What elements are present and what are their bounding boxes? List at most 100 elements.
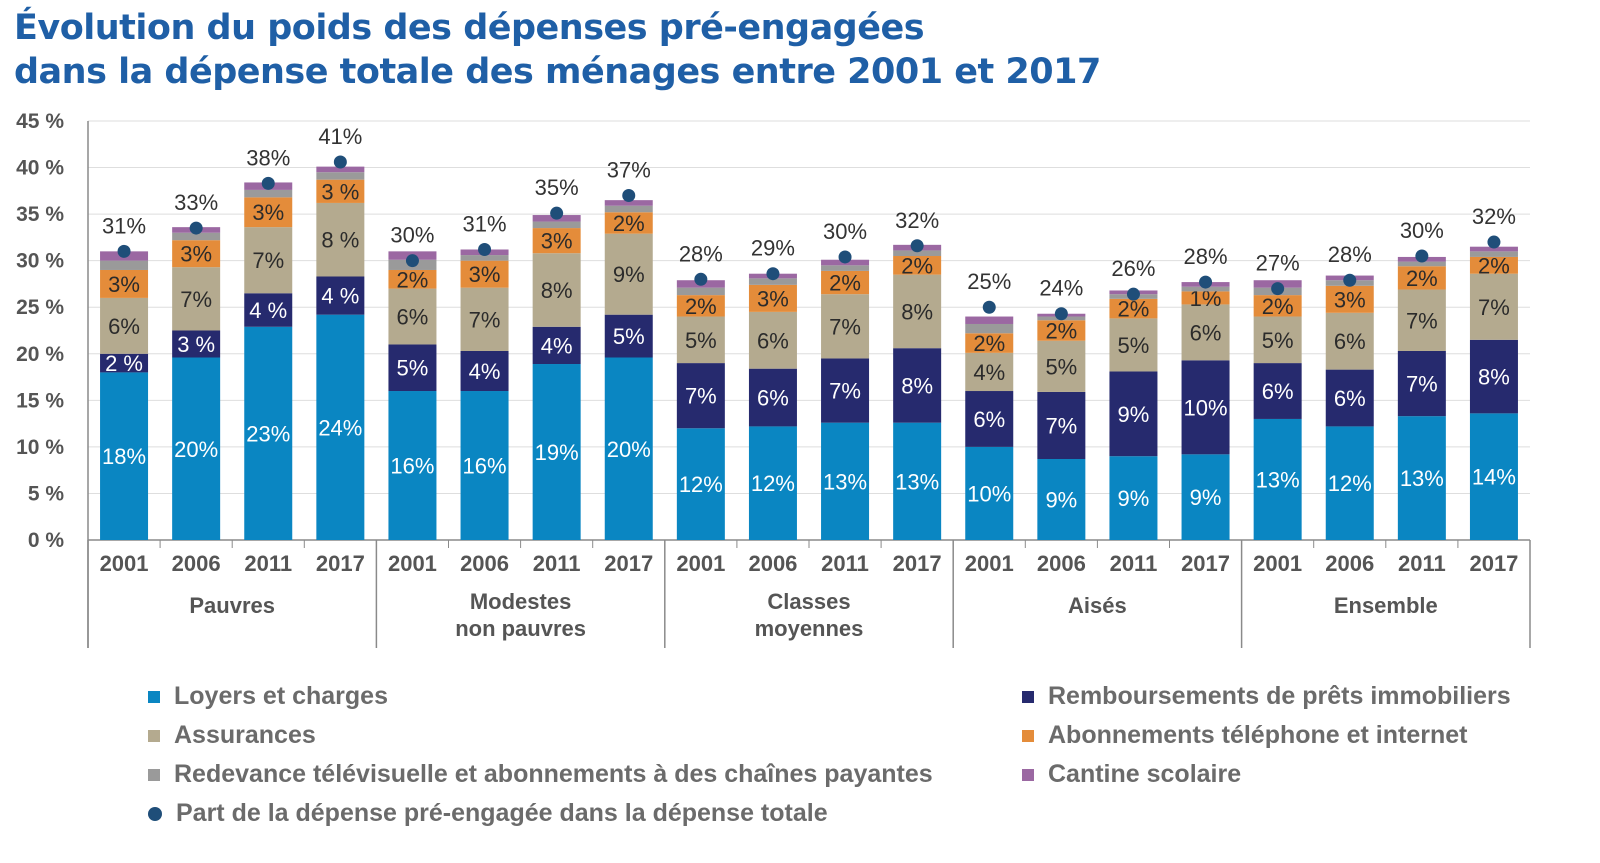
- x-tick-label: 2006: [748, 551, 797, 576]
- total-share-label: 35%: [535, 175, 579, 200]
- bar-segment-loyers: [1397, 416, 1446, 540]
- bar-segment-abonnements: [893, 256, 942, 275]
- chart-title: Évolution du poids des dépenses pré-enga…: [14, 6, 1101, 94]
- bar-segment-loyers: [821, 422, 870, 540]
- bar-segment-abonnements: [244, 197, 293, 228]
- bar-segment-abonnements: [1109, 298, 1158, 319]
- bar-segment-assurances: [172, 267, 221, 331]
- bar-segment-assurances: [1253, 316, 1302, 364]
- data-label-assurances: 5%: [1045, 354, 1077, 379]
- bar-segment-redevance: [821, 265, 870, 271]
- bar-segment-assurances: [1109, 318, 1158, 372]
- bar-segment-loyers: [1469, 413, 1518, 540]
- legend-swatch-assurances: [148, 729, 160, 742]
- legend-swatch-redevance: [148, 768, 160, 781]
- total-share-dot: [405, 254, 419, 268]
- legend-label-loyers: Loyers et charges: [174, 682, 388, 710]
- bar-segment-assurances: [1181, 304, 1230, 361]
- data-label-prets: 4%: [469, 359, 501, 384]
- data-label-prets: 4 %: [321, 284, 359, 309]
- data-label-abonnements: 3 %: [321, 179, 359, 204]
- bar-segment-cantine: [1469, 246, 1518, 252]
- data-label-abonnements: 3%: [252, 200, 284, 225]
- bar-segment-redevance: [1181, 286, 1230, 292]
- total-share-label: 25%: [967, 269, 1011, 294]
- bar-segment-loyers: [1037, 458, 1086, 540]
- bar-segment-redevance: [1469, 251, 1518, 257]
- x-tick-label: 2006: [1037, 551, 1086, 576]
- legend-item-total: Part de la dépense pré-engagée dans la d…: [148, 799, 828, 828]
- bar-segment-redevance: [244, 189, 293, 198]
- bar-segment-loyers: [1253, 418, 1302, 540]
- data-label-prets: 8%: [901, 373, 933, 398]
- data-label-loyers: 18%: [102, 444, 146, 469]
- total-share-dot: [1343, 273, 1357, 287]
- bar-segment-assurances: [1397, 289, 1446, 351]
- bar-segment-abonnements: [1325, 285, 1374, 313]
- bar-segment-abonnements: [1181, 291, 1230, 305]
- bar-segment-assurances: [388, 288, 437, 345]
- data-label-prets: 7%: [1406, 372, 1438, 397]
- total-share-dot: [550, 206, 564, 220]
- bar-segment-assurances: [676, 316, 725, 364]
- data-label-abonnements: 3%: [469, 262, 501, 287]
- total-share-dot: [1415, 249, 1429, 263]
- data-label-assurances: 8 %: [321, 228, 359, 253]
- total-share-label: 37%: [607, 157, 651, 182]
- total-share-dot: [1054, 307, 1068, 321]
- bar-segment-loyers: [1325, 426, 1374, 540]
- data-label-prets: 6%: [757, 386, 789, 411]
- data-label-prets: 7%: [829, 379, 861, 404]
- x-tick-label: 2001: [100, 551, 149, 576]
- bar-segment-abonnements: [388, 269, 437, 289]
- bar-segment-abonnements: [172, 240, 221, 268]
- bar-segment-prets: [1469, 339, 1518, 414]
- total-share-dot: [1199, 275, 1213, 289]
- x-tick-label: 2011: [244, 551, 292, 576]
- legend-swatch-prets: [1022, 690, 1034, 703]
- bar-segment-abonnements: [316, 179, 365, 203]
- y-tick-label: 45 %: [16, 110, 64, 133]
- y-tick-label: 40 %: [16, 157, 64, 180]
- bar-segment-prets: [1325, 369, 1374, 427]
- total-share-label: 32%: [1472, 204, 1516, 229]
- x-tick-label: 2017: [604, 551, 653, 576]
- bar-segment-loyers: [1109, 456, 1158, 540]
- total-share-dot: [478, 242, 492, 256]
- data-label-assurances: 5%: [1262, 328, 1294, 353]
- bar-segment-loyers: [532, 364, 581, 540]
- data-label-loyers: 13%: [1400, 466, 1444, 491]
- data-label-abonnements: 3%: [180, 242, 212, 267]
- total-share-label: 30%: [390, 223, 434, 248]
- bar-segment-prets: [893, 348, 942, 423]
- total-share-dot: [1271, 282, 1285, 296]
- group-label: moyennes: [755, 616, 864, 641]
- group-label: non pauvres: [455, 616, 586, 641]
- data-label-loyers: 13%: [1256, 467, 1300, 492]
- data-label-loyers: 9%: [1190, 485, 1222, 510]
- bar-segment-prets: [1037, 391, 1086, 459]
- data-label-abonnements: 3%: [541, 229, 573, 254]
- data-label-prets: 5%: [397, 356, 429, 381]
- data-label-assurances: 7%: [252, 248, 284, 273]
- bar-segment-abonnements: [1469, 256, 1518, 274]
- bar-segment-redevance: [316, 172, 365, 180]
- bar-segment-prets: [388, 344, 437, 392]
- bar-segment-cantine: [965, 316, 1014, 324]
- group-label: Ensemble: [1334, 593, 1438, 618]
- data-label-abonnements: 2%: [901, 253, 933, 278]
- bar-segment-assurances: [460, 287, 509, 351]
- x-tick-label: 2006: [460, 551, 509, 576]
- data-label-prets: 7%: [1045, 413, 1077, 438]
- data-label-prets: 10%: [1184, 395, 1228, 420]
- data-label-assurances: 6%: [757, 328, 789, 353]
- bar-segment-loyers: [965, 446, 1014, 540]
- x-tick-label: 2006: [1325, 551, 1374, 576]
- data-label-assurances: 9%: [613, 262, 645, 287]
- bar-segment-loyers: [100, 372, 149, 540]
- bar-segment-prets: [748, 368, 797, 427]
- total-share-dot: [838, 250, 852, 264]
- bar-segment-abonnements: [1253, 295, 1302, 317]
- legend-swatch-total: [148, 806, 162, 821]
- y-tick-label: 25 %: [16, 296, 64, 319]
